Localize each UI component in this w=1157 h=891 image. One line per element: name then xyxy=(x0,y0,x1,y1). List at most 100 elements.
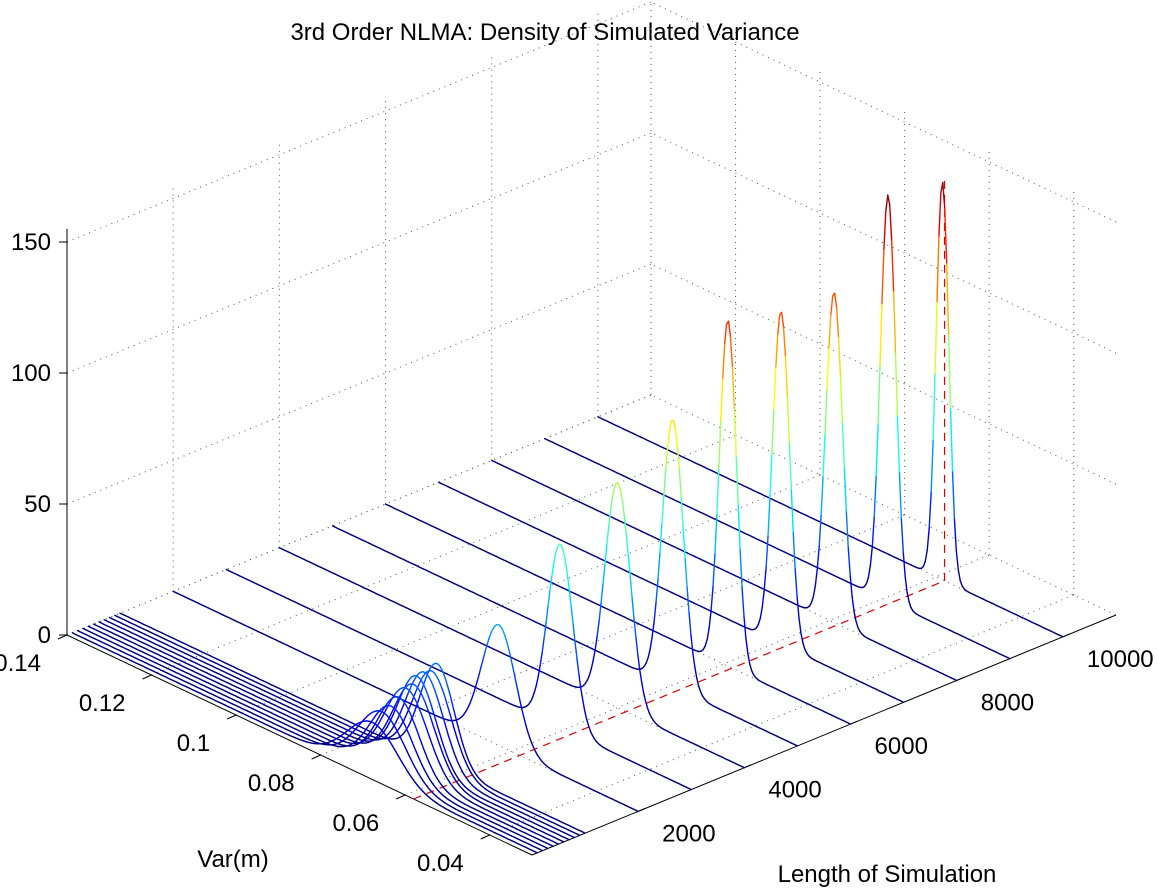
density-curve-segment xyxy=(119,612,123,615)
density-curve-segment xyxy=(865,576,870,585)
density-curve-segment xyxy=(419,759,423,766)
density-curve-segment xyxy=(411,716,415,723)
density-curve-segment xyxy=(527,730,531,739)
density-curve-segment xyxy=(712,553,716,588)
x-tick-label: 0.1 xyxy=(177,730,210,757)
density-curve-segment xyxy=(439,764,443,770)
density-curve-segment xyxy=(448,768,453,774)
density-curve-segment xyxy=(403,723,408,730)
density-curve-segment xyxy=(517,691,521,702)
density-curve-segment xyxy=(484,644,488,653)
density-curve-segment xyxy=(430,705,435,714)
density-curve-segment xyxy=(735,455,739,505)
density-curve-segment xyxy=(545,606,549,625)
density-curve-segment xyxy=(401,703,405,710)
density-curve-segment xyxy=(697,685,702,693)
density-curve-segment xyxy=(408,720,412,727)
density-curve-segment xyxy=(114,614,118,617)
density-curve-segment xyxy=(623,514,627,534)
density-curve-segment xyxy=(633,616,637,638)
density-curve-segment xyxy=(438,731,442,740)
density-curve-segment xyxy=(451,720,455,729)
density-curve-segment xyxy=(639,668,643,683)
density-curve-segment xyxy=(432,770,436,776)
density-curve-segment xyxy=(780,311,785,328)
density-curve-segment xyxy=(798,617,802,634)
density-curve-segment xyxy=(879,303,883,367)
density-curve-segment xyxy=(849,574,853,598)
density-curve-segment xyxy=(443,673,447,680)
density-curve-segment xyxy=(659,524,663,554)
density-curve-segment xyxy=(668,420,673,431)
density-curve-segment xyxy=(871,516,875,548)
density-curve-segment xyxy=(486,637,490,646)
density-curve-segment xyxy=(930,440,934,494)
density-curve-segment xyxy=(743,615,747,640)
density-curve-segment xyxy=(936,236,940,304)
density-curve-segment xyxy=(892,290,897,354)
density-curve xyxy=(71,632,538,854)
density-curve-segment xyxy=(472,686,477,695)
density-curve-segment xyxy=(648,712,653,718)
density-curve-segment xyxy=(686,585,690,613)
density-curve-segment xyxy=(782,325,787,357)
density-curve-segment xyxy=(598,603,602,622)
density-curve-segment xyxy=(594,635,598,651)
density-curve-segment xyxy=(467,703,471,709)
density-curve-segment xyxy=(551,563,555,578)
density-curve-segment xyxy=(442,744,446,752)
density-curve-segment xyxy=(426,728,430,736)
density-curve-segment xyxy=(428,734,432,741)
density-curve-segment xyxy=(600,584,604,605)
density-curve-segment xyxy=(644,700,649,709)
z-tick-label: 150 xyxy=(11,229,51,256)
density-curve-segment xyxy=(440,738,444,746)
density-curve-segment xyxy=(449,713,453,722)
density-curve-segment xyxy=(898,471,902,519)
density-curve-segment xyxy=(331,525,336,528)
density-curve-segment xyxy=(566,573,570,590)
density-curve-segment xyxy=(423,768,427,774)
density-curve-segment xyxy=(867,565,871,579)
density-curve-segment xyxy=(590,659,594,670)
density-curve-segment xyxy=(544,437,548,441)
density-curve-segment xyxy=(761,590,765,609)
density-curve-segment xyxy=(533,684,537,694)
density-curve-segment xyxy=(446,764,451,771)
density-curve-segment xyxy=(399,708,403,715)
density-curve-segment xyxy=(82,627,86,631)
density-curve-segment xyxy=(694,666,698,679)
density-curve-segment xyxy=(451,747,455,755)
density-curve-segment xyxy=(629,574,633,598)
x-tick-mark xyxy=(311,754,321,760)
density-curve-segment xyxy=(949,406,954,472)
density-curve-segment xyxy=(521,708,525,719)
density-curve-segment xyxy=(76,629,81,633)
density-curve-segment xyxy=(413,705,418,713)
density-curve-segment xyxy=(427,693,431,701)
density-curve-segment xyxy=(942,181,946,209)
x-tick-label: 0.06 xyxy=(332,810,379,837)
density-curve-segment xyxy=(515,682,519,693)
density-curve-segment xyxy=(824,389,828,436)
density-curve-segment xyxy=(432,684,436,692)
density-curve-segment xyxy=(611,486,616,498)
x-tick-label: 0.14 xyxy=(0,650,41,677)
density-curve-segment xyxy=(678,468,682,498)
density-curve-segment xyxy=(404,746,408,752)
density-curve xyxy=(437,311,905,703)
density-curve-segment xyxy=(445,700,449,709)
density-curve xyxy=(119,612,586,834)
density-curve-segment xyxy=(812,585,816,598)
density-curve-segment xyxy=(788,441,792,490)
density-curve-segment xyxy=(749,663,753,672)
density-curve-segment xyxy=(409,736,413,743)
density-curve-segment xyxy=(523,716,527,726)
density-curve-segment xyxy=(505,639,510,649)
density-curve-segment xyxy=(425,688,429,696)
x-axis-label: Var(m) xyxy=(197,846,269,873)
density-curve-segment xyxy=(452,707,456,717)
density-curve-segment xyxy=(775,334,779,369)
density-curve-segment xyxy=(625,532,629,555)
x-tick-mark xyxy=(480,834,490,840)
